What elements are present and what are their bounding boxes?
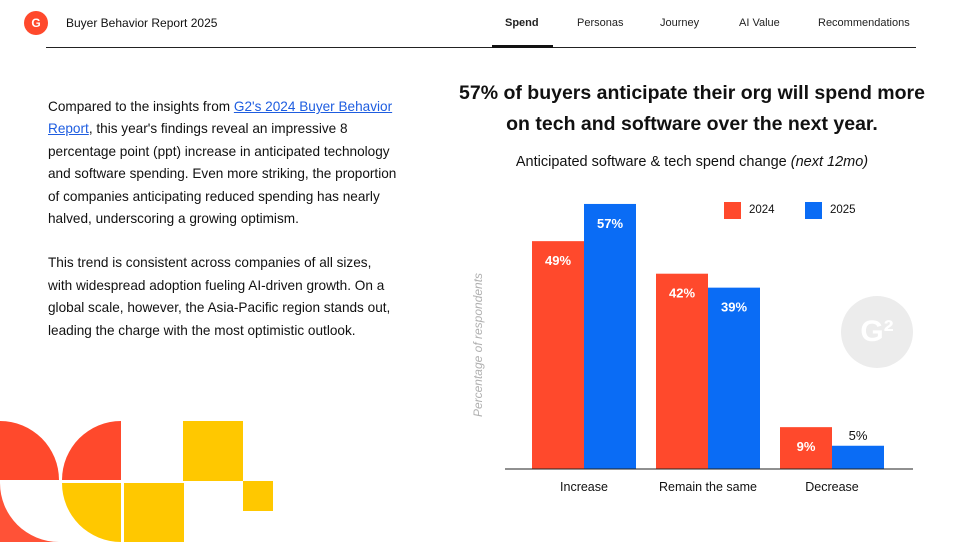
bar-2025-1 (708, 287, 760, 469)
bar-2024-1 (656, 273, 708, 469)
legend-swatch-2025 (805, 202, 822, 219)
category-label-2: Decrease (805, 480, 859, 494)
data-label-2024-1: 42% (669, 286, 695, 301)
bar-2025-2 (832, 445, 884, 469)
legend-label-2025: 2025 (830, 204, 856, 216)
bar-2024-2 (780, 427, 832, 469)
data-label-2024-0: 49% (545, 253, 571, 268)
chart-subtitle: Anticipated software & tech spend change… (452, 154, 932, 170)
legend-label-2024: 2024 (749, 204, 775, 216)
paragraph-2: This trend is consistent across companie… (48, 255, 391, 338)
tab-ai-value[interactable]: AI Value (739, 17, 780, 29)
report-2024-link[interactable]: G2's 2024 Buyer Behavior Report (48, 99, 393, 137)
category-label-0: Increase (560, 480, 608, 494)
tab-recommendations[interactable]: Recommendations (818, 17, 910, 29)
tab-journey[interactable]: Journey (660, 17, 700, 29)
intro-text: Compared to the insights from G2's 2024 … (48, 96, 398, 364)
category-label-1: Remain the same (659, 480, 757, 494)
tab-spend[interactable]: Spend (505, 17, 539, 29)
legend-swatch-2024 (724, 202, 741, 219)
bar-2025-0 (584, 203, 636, 469)
p1-rest: , this year's findings reveal an impress… (48, 121, 397, 227)
report-title: Buyer Behavior Report 2025 (66, 16, 218, 30)
data-label-2024-2: 9% (797, 439, 816, 454)
paragraph-1: Compared to the insights from G2's 2024 … (48, 96, 398, 230)
g2-logo[interactable]: G (24, 11, 48, 35)
data-label-2025-1: 39% (721, 300, 747, 315)
tab-personas[interactable]: Personas (577, 17, 624, 29)
chart-headline: 57% of buyers anticipate their org will … (459, 82, 925, 135)
app-header: G Buyer Behavior Report 2025 Spend Perso… (0, 0, 962, 48)
g2-watermark-text: G² (860, 315, 894, 348)
active-tab-indicator (492, 45, 553, 48)
chart-subtitle-main: Anticipated software & tech spend change (515, 154, 791, 170)
bar-2024-0 (532, 241, 584, 469)
header-divider (46, 47, 916, 48)
g2-watermark: G² (841, 296, 913, 368)
chart-subtitle-period: (next 12mo) (790, 154, 869, 170)
p1-lead: Compared to the insights from (48, 99, 234, 114)
data-label-2025-2: 5% (849, 428, 868, 443)
data-label-2025-0: 57% (597, 216, 623, 231)
